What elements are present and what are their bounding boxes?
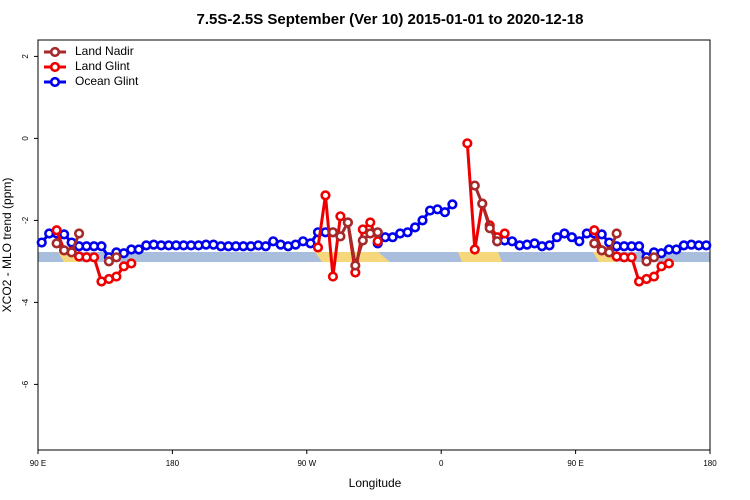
point bbox=[73, 228, 85, 239]
x-tick-label: 90 E bbox=[30, 459, 46, 468]
y-tick-label: -6 bbox=[21, 380, 30, 388]
point bbox=[604, 247, 615, 258]
point bbox=[66, 247, 77, 258]
legend-marker bbox=[49, 76, 61, 88]
point bbox=[626, 252, 637, 263]
y-tick-label: -4 bbox=[21, 298, 30, 306]
point bbox=[305, 238, 316, 249]
x-tick-label: 90 E bbox=[567, 459, 583, 468]
point bbox=[656, 248, 667, 259]
point bbox=[111, 271, 122, 282]
point bbox=[327, 271, 339, 282]
legend-marker bbox=[49, 46, 61, 58]
point bbox=[118, 248, 129, 259]
point bbox=[51, 225, 62, 236]
point bbox=[544, 240, 555, 251]
point bbox=[357, 224, 368, 235]
legend-label: Land Nadir bbox=[75, 44, 134, 58]
x-tick-label: 0 bbox=[439, 459, 444, 468]
x-tick-label: 180 bbox=[703, 459, 717, 468]
chart-title: 7.5S-2.5S September (Ver 10) 2015-01-01 … bbox=[197, 11, 584, 28]
point bbox=[589, 225, 600, 236]
point bbox=[409, 222, 421, 233]
point bbox=[133, 244, 144, 255]
point bbox=[342, 217, 353, 228]
legend-label: Land Glint bbox=[75, 59, 130, 73]
point bbox=[574, 236, 585, 247]
y-tick-label: 0 bbox=[21, 136, 30, 141]
point bbox=[551, 232, 563, 243]
x-axis-label: Longitude bbox=[349, 476, 402, 490]
point bbox=[357, 235, 368, 246]
point bbox=[96, 241, 107, 252]
point bbox=[103, 256, 115, 267]
point bbox=[589, 238, 600, 249]
point bbox=[507, 236, 518, 247]
point bbox=[335, 231, 346, 242]
y-tick-label: -2 bbox=[21, 216, 30, 224]
point bbox=[88, 252, 100, 263]
point bbox=[701, 240, 712, 251]
point bbox=[641, 256, 652, 267]
point bbox=[559, 228, 570, 239]
point bbox=[126, 258, 137, 269]
point bbox=[111, 252, 122, 263]
point bbox=[447, 199, 458, 210]
point bbox=[51, 238, 62, 249]
point bbox=[320, 190, 331, 201]
point bbox=[260, 241, 271, 252]
point bbox=[372, 236, 383, 247]
point bbox=[648, 271, 660, 282]
point bbox=[611, 228, 622, 239]
point bbox=[596, 229, 607, 240]
legend-label: Ocean Glint bbox=[75, 74, 139, 88]
point bbox=[469, 180, 480, 191]
legend-marker bbox=[49, 61, 61, 73]
point bbox=[312, 242, 324, 253]
point bbox=[566, 232, 577, 243]
point bbox=[350, 260, 361, 271]
point bbox=[462, 138, 473, 149]
y-axis-label: XCO2 - MLO trend (ppm) bbox=[0, 178, 14, 313]
point bbox=[633, 241, 645, 252]
point bbox=[469, 244, 480, 255]
point bbox=[387, 232, 398, 243]
point bbox=[59, 229, 70, 240]
point bbox=[492, 236, 503, 247]
y-tick-label: 2 bbox=[21, 54, 30, 59]
point bbox=[477, 198, 488, 209]
point bbox=[36, 237, 47, 248]
point bbox=[402, 227, 413, 238]
point bbox=[648, 252, 660, 263]
point bbox=[335, 211, 346, 222]
x-tick-label: 180 bbox=[166, 459, 180, 468]
point bbox=[484, 223, 495, 234]
point bbox=[365, 217, 376, 228]
point bbox=[663, 258, 675, 269]
x-tick-label: 90 W bbox=[297, 459, 316, 468]
point bbox=[372, 227, 383, 238]
point bbox=[499, 228, 510, 239]
point bbox=[327, 227, 339, 238]
point bbox=[417, 215, 428, 226]
point bbox=[671, 244, 682, 255]
point bbox=[439, 207, 451, 218]
